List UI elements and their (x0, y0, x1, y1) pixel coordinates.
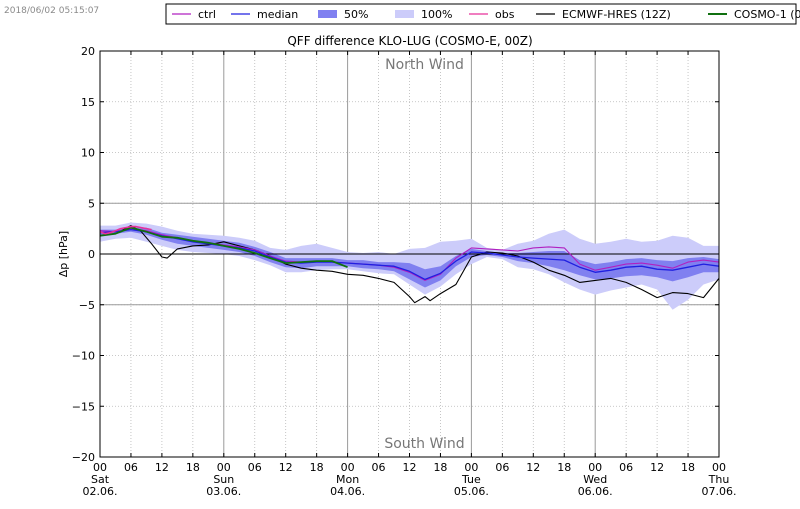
x-day-label: Tue (461, 473, 481, 486)
x-tick-label: 00 (93, 461, 107, 474)
x-tick-label: 18 (433, 461, 447, 474)
x-date-label: 07.06. (702, 485, 737, 498)
x-day-label: Sat (91, 473, 110, 486)
timestamp: 2018/06/02 05:15:07 (4, 6, 100, 16)
legend-swatch (395, 10, 414, 18)
y-tick-label: 5 (88, 197, 95, 210)
x-date-label: 06.06. (578, 485, 613, 498)
y-tick-label: 20 (81, 45, 95, 58)
x-date-label: 04.06. (330, 485, 365, 498)
legend-label: 50% (344, 8, 368, 21)
y-tick-label: −10 (72, 350, 95, 363)
x-tick-label: 18 (310, 461, 324, 474)
x-day-label: Mon (336, 473, 359, 486)
y-tick-label: −15 (72, 400, 95, 413)
x-tick-label: 06 (372, 461, 386, 474)
annotation-north-wind: North Wind (385, 57, 464, 73)
x-date-label: 02.06. (83, 485, 118, 498)
x-tick-label: 00 (464, 461, 478, 474)
legend-label: COSMO-1 (03Z) (734, 8, 800, 21)
legend-label: ECMWF-HRES (12Z) (562, 8, 671, 21)
y-tick-label: 10 (81, 147, 95, 160)
legend-label: ctrl (198, 8, 216, 21)
x-tick-label: 00 (217, 461, 231, 474)
x-tick-label: 18 (681, 461, 695, 474)
x-date-label: 05.06. (454, 485, 489, 498)
chart-title: QFF difference KLO-LUG (COSMO-E, 00Z) (287, 34, 532, 48)
annotation-south-wind: South Wind (384, 436, 464, 452)
cosmo1-line (99, 226, 348, 269)
y-tick-label: −5 (79, 299, 95, 312)
x-day-label: Sun (213, 473, 234, 486)
x-tick-label: 12 (279, 461, 293, 474)
x-tick-label: 12 (403, 461, 417, 474)
median-line (99, 228, 720, 281)
legend-label: obs (495, 8, 515, 21)
x-tick-label: 00 (712, 461, 726, 474)
x-day-label: Wed (583, 473, 607, 486)
legend-label: median (257, 8, 298, 21)
obs-line (99, 225, 152, 235)
x-day-label: Thu (708, 473, 730, 486)
x-tick-label: 00 (341, 461, 355, 474)
x-tick-label: 06 (124, 461, 138, 474)
band-50-percent (100, 227, 719, 288)
x-tick-label: 18 (557, 461, 571, 474)
x-tick-label: 12 (650, 461, 664, 474)
x-tick-label: 06 (495, 461, 509, 474)
legend-swatch (318, 10, 337, 18)
x-tick-label: 12 (155, 461, 169, 474)
ecmwf-line (99, 225, 720, 304)
x-tick-label: 18 (186, 461, 200, 474)
x-tick-label: 06 (248, 461, 262, 474)
x-tick-label: 12 (526, 461, 540, 474)
x-tick-label: 00 (588, 461, 602, 474)
y-axis-label: Δp [hPa] (57, 231, 70, 277)
y-tick-label: 15 (81, 96, 95, 109)
x-date-label: 03.06. (206, 485, 241, 498)
legend-label: 100% (421, 8, 452, 21)
y-tick-label: −20 (72, 451, 95, 464)
x-tick-label: 06 (619, 461, 633, 474)
y-tick-label: 0 (88, 248, 95, 261)
